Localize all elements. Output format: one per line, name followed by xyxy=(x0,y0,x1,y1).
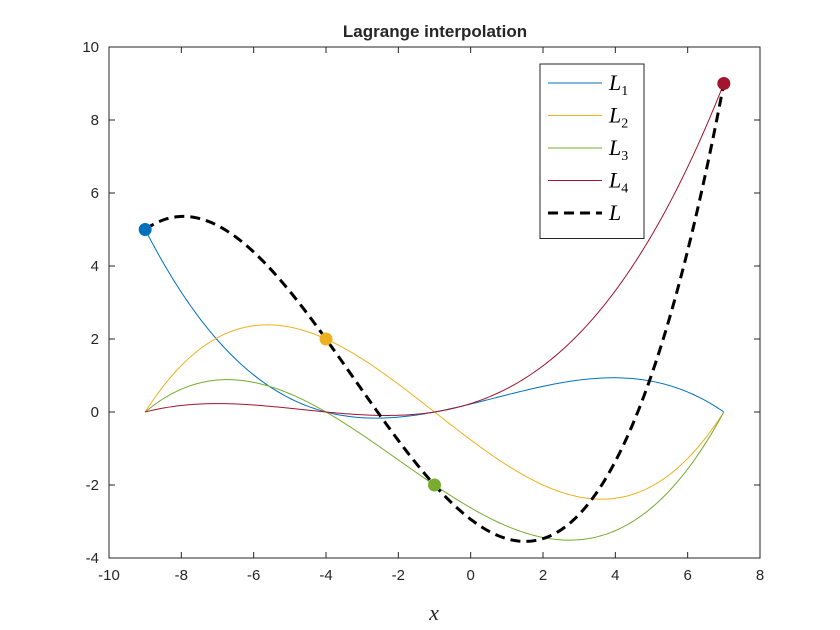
x-tick-label: -10 xyxy=(98,567,120,584)
y-tick-label: 4 xyxy=(91,258,99,275)
node-point-2 xyxy=(319,332,333,346)
legend-label-main: L xyxy=(608,70,621,95)
node-point-3 xyxy=(428,478,441,492)
series-line-l4 xyxy=(145,83,725,416)
x-tick-label: -2 xyxy=(392,567,405,584)
y-tick-label: -2 xyxy=(86,477,99,494)
node-point-4 xyxy=(717,77,731,90)
y-tick-label: 0 xyxy=(91,404,99,421)
y-tick-label: 2 xyxy=(91,331,99,348)
y-tick-label: 6 xyxy=(91,185,99,202)
legend-label-main: L xyxy=(608,135,621,160)
x-tick-label: -6 xyxy=(247,567,260,584)
legend-label: L3 xyxy=(608,135,628,164)
nodes-layer xyxy=(138,77,731,492)
y-tick-label: -4 xyxy=(86,550,99,567)
legend-label-subscript: 4 xyxy=(621,182,628,197)
legend-label-main: L xyxy=(608,200,621,225)
node-point-1 xyxy=(138,223,152,236)
legend-label-main: L xyxy=(608,168,621,193)
legend-box xyxy=(539,63,645,239)
x-tick-label: 6 xyxy=(683,567,691,584)
legend-label-subscript: 1 xyxy=(621,84,628,99)
x-tick-label: 8 xyxy=(756,567,764,584)
y-tick-label: 10 xyxy=(82,39,99,56)
y-tick-label: 8 xyxy=(91,112,99,129)
legend-label: L xyxy=(608,200,621,225)
legend-label: L1 xyxy=(608,70,628,99)
legend-label-main: L xyxy=(608,103,621,128)
x-tick-label: -8 xyxy=(175,567,188,584)
legend-label: L4 xyxy=(608,168,628,197)
x-tick-label: 2 xyxy=(539,567,547,584)
plot-area xyxy=(109,47,760,558)
x-tick-label: 0 xyxy=(466,567,474,584)
legend-label: L2 xyxy=(608,103,628,132)
x-tick-label: 4 xyxy=(611,567,619,584)
chart-title: Lagrange interpolation xyxy=(343,22,527,41)
x-axis-label: x xyxy=(428,600,439,625)
x-tick-label: -4 xyxy=(319,567,332,584)
legend-label-subscript: 2 xyxy=(621,117,628,132)
legend-label-subscript: 3 xyxy=(621,149,628,164)
plot-box xyxy=(108,46,761,559)
ticks-layer: -10 -8 -6 -4 -2 0 2 4 6 8 -4 -2 0 2 4 6 8 10 xyxy=(82,39,764,584)
